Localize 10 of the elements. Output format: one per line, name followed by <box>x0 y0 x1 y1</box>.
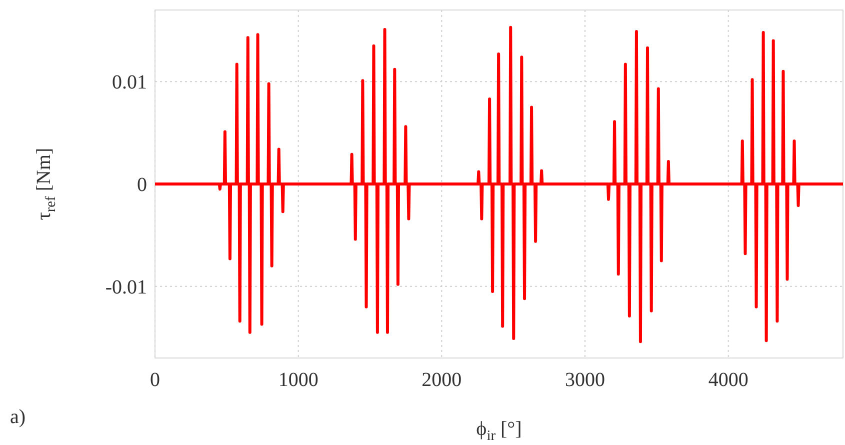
x-tick-label: 4000 <box>708 369 748 391</box>
text: a) <box>10 406 26 428</box>
y-tick-label: 0 <box>137 174 147 196</box>
line-series <box>155 26 843 344</box>
x-tick-label: 1000 <box>278 369 318 391</box>
x-tick-label: 2000 <box>422 369 462 391</box>
y-tick-label: 0.01 <box>112 72 147 94</box>
x-axis-title: ϕ$_{ir}$ [°] <box>476 418 522 444</box>
x-tick-label: 3000 <box>565 369 605 391</box>
y-tick-label: -0.01 <box>105 276 147 298</box>
